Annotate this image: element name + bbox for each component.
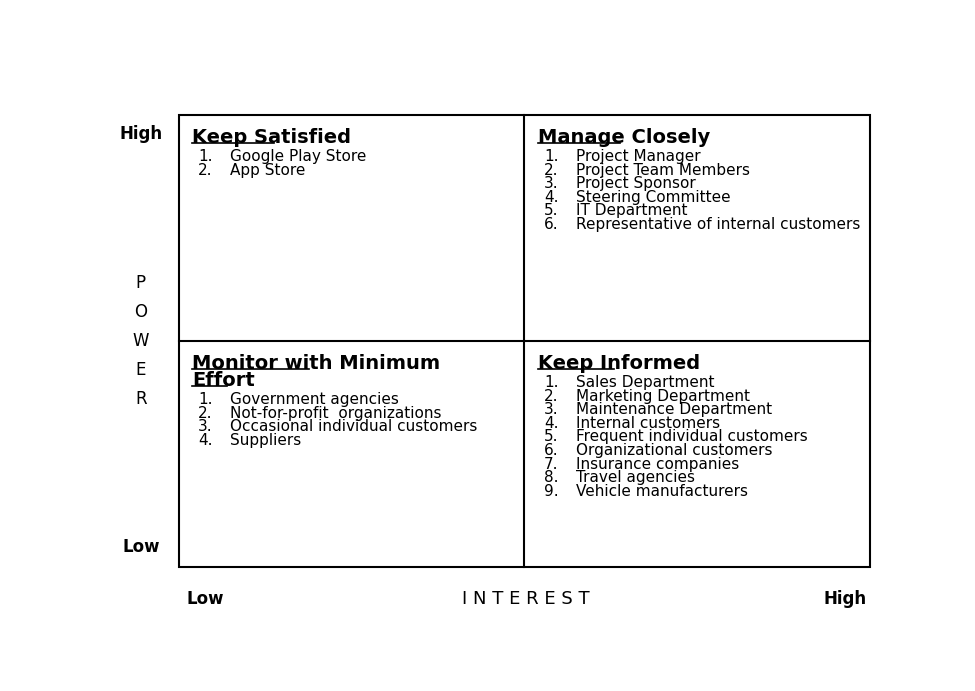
Text: 2.: 2. bbox=[544, 162, 559, 178]
Text: Representative of internal customers: Representative of internal customers bbox=[575, 217, 860, 232]
Text: Suppliers: Suppliers bbox=[230, 433, 301, 448]
Bar bbox=[178, 115, 870, 567]
Text: Travel agencies: Travel agencies bbox=[575, 470, 694, 485]
Text: 3.: 3. bbox=[544, 402, 559, 417]
Text: Marketing Department: Marketing Department bbox=[575, 389, 750, 404]
Text: High: High bbox=[119, 126, 162, 144]
Text: Occasional individual customers: Occasional individual customers bbox=[230, 419, 478, 434]
Text: 2.: 2. bbox=[198, 162, 213, 178]
Text: Project Manager: Project Manager bbox=[575, 149, 700, 164]
Text: Not-for-profit  organizations: Not-for-profit organizations bbox=[230, 406, 442, 421]
Text: 1.: 1. bbox=[198, 392, 213, 407]
Text: 5.: 5. bbox=[544, 203, 559, 218]
Text: I N T E R E S T: I N T E R E S T bbox=[462, 590, 590, 608]
Text: Maintenance Department: Maintenance Department bbox=[575, 402, 772, 417]
Text: Government agencies: Government agencies bbox=[230, 392, 399, 407]
Text: 8.: 8. bbox=[544, 470, 559, 485]
Text: 3.: 3. bbox=[198, 419, 213, 434]
Text: Internal customers: Internal customers bbox=[575, 416, 720, 431]
Text: Low: Low bbox=[122, 538, 160, 556]
Text: 4.: 4. bbox=[544, 190, 559, 205]
Text: 1.: 1. bbox=[544, 149, 559, 164]
Text: 1.: 1. bbox=[544, 375, 559, 390]
Text: 2.: 2. bbox=[544, 389, 559, 404]
Text: Project Team Members: Project Team Members bbox=[575, 162, 750, 178]
Text: 4.: 4. bbox=[198, 433, 213, 448]
Text: Organizational customers: Organizational customers bbox=[575, 443, 772, 458]
Text: Keep Informed: Keep Informed bbox=[538, 354, 700, 373]
Text: IT Department: IT Department bbox=[575, 203, 687, 218]
Text: 2.: 2. bbox=[198, 406, 213, 421]
Text: Monitor with Minimum: Monitor with Minimum bbox=[192, 354, 441, 373]
Text: 4.: 4. bbox=[544, 416, 559, 431]
Text: 3.: 3. bbox=[544, 176, 559, 191]
Text: App Store: App Store bbox=[230, 162, 305, 178]
Text: 6.: 6. bbox=[544, 217, 559, 232]
Text: 1.: 1. bbox=[198, 149, 213, 164]
Text: 7.: 7. bbox=[544, 457, 559, 471]
Text: P
O
W
E
R: P O W E R bbox=[133, 274, 149, 408]
Text: Low: Low bbox=[186, 590, 223, 608]
Text: Project Sponsor: Project Sponsor bbox=[575, 176, 695, 191]
Text: 9.: 9. bbox=[544, 484, 559, 499]
Text: Insurance companies: Insurance companies bbox=[575, 457, 739, 471]
Text: Effort: Effort bbox=[192, 371, 254, 390]
Text: 6.: 6. bbox=[544, 443, 559, 458]
Text: Steering Committee: Steering Committee bbox=[575, 190, 730, 205]
Text: Keep Satisfied: Keep Satisfied bbox=[192, 128, 351, 147]
Text: Frequent individual customers: Frequent individual customers bbox=[575, 429, 807, 444]
Text: High: High bbox=[823, 590, 866, 608]
Text: Sales Department: Sales Department bbox=[575, 375, 714, 390]
Text: Google Play Store: Google Play Store bbox=[230, 149, 367, 164]
Text: 5.: 5. bbox=[544, 429, 559, 444]
Text: Vehicle manufacturers: Vehicle manufacturers bbox=[575, 484, 748, 499]
Text: Manage Closely: Manage Closely bbox=[538, 128, 710, 147]
